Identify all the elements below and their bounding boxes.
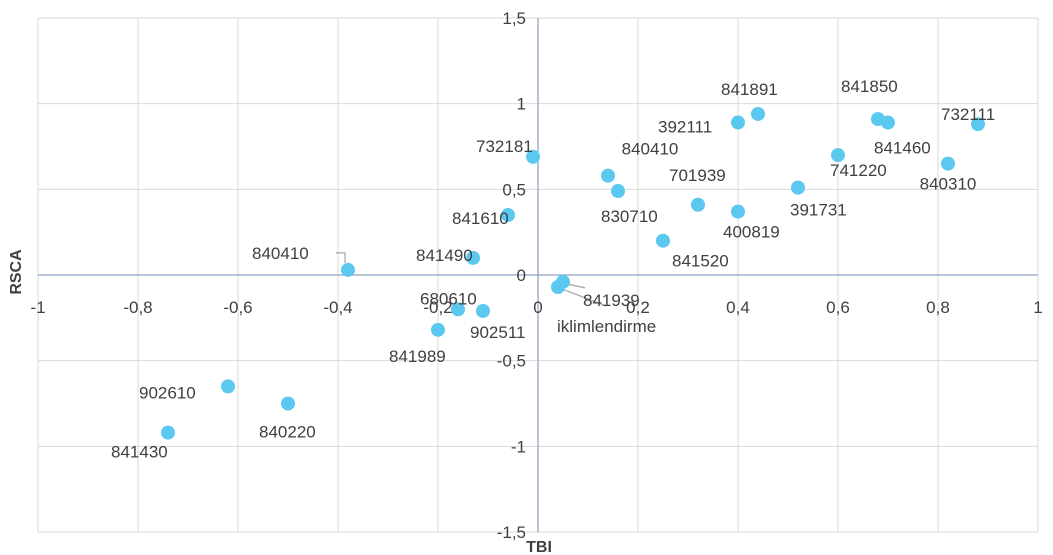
data-point-label: 840410 — [622, 140, 679, 159]
data-point-label: 841490 — [416, 246, 473, 265]
data-point — [731, 115, 745, 130]
x-tick-label: -0,4 — [323, 298, 352, 317]
data-point-label: 680610 — [420, 289, 477, 308]
data-point — [731, 204, 745, 219]
data-point — [221, 379, 235, 394]
data-point-label: 841520 — [672, 252, 729, 271]
data-point — [281, 396, 295, 411]
tick-labels: -1 -0,8 -0,6 -0,4 -0,2 0 0,2 0,4 0,6 0,8 1 -1,5 -1 -0… — [30, 9, 1042, 542]
y-tick-label: -1,5 — [497, 523, 526, 542]
data-point — [551, 279, 565, 294]
y-axis-title: RSCA — [8, 249, 25, 295]
x-tick-label: 0,2 — [626, 298, 650, 317]
data-point — [791, 180, 805, 195]
data-point — [881, 115, 895, 130]
data-point — [691, 197, 705, 212]
data-point-label: 841989 — [389, 347, 446, 366]
data-point — [451, 302, 465, 317]
y-tick-label: -0,5 — [497, 352, 526, 371]
x-tick-label: -0,6 — [223, 298, 252, 317]
y-tick-label: 1 — [517, 95, 526, 114]
data-point — [751, 106, 765, 121]
data-point-label: 841939 — [583, 291, 640, 310]
data-point-label: 391731 — [790, 201, 847, 220]
data-point — [601, 168, 615, 183]
data-point-label: 840310 — [920, 175, 977, 194]
x-tick-label: 0 — [533, 298, 542, 317]
x-tick-label: 0,8 — [926, 298, 950, 317]
x-tick-label: -0,8 — [123, 298, 152, 317]
data-point — [476, 303, 490, 318]
x-tick-label: 0,6 — [826, 298, 850, 317]
data-point-label: 830710 — [601, 207, 658, 226]
data-point-label: 841430 — [111, 443, 168, 462]
data-point-label: 840220 — [259, 423, 316, 442]
point-labels: 732181 840410 841891 392111 841850 841460 7321… — [111, 77, 995, 462]
data-point-label: 732111 — [941, 105, 995, 124]
leader-lines — [336, 252, 607, 307]
data-point — [941, 156, 955, 171]
x-tick-label: -0,2 — [423, 298, 452, 317]
x-tick-label: 0,4 — [726, 298, 750, 317]
data-point-label: 841460 — [874, 139, 931, 158]
data-point — [466, 250, 480, 265]
data-point-label: 701939 — [669, 166, 726, 185]
data-point-label: 902610 — [139, 383, 196, 402]
data-point — [971, 117, 985, 132]
data-point-label: 732181 — [476, 137, 533, 156]
y-tick-label: 0 — [517, 266, 526, 285]
x-tick-label: -1 — [30, 298, 45, 317]
data-point — [831, 148, 845, 163]
x-tick-label: 1 — [1033, 298, 1042, 317]
y-tick-label: -1 — [511, 437, 526, 456]
data-point-label: 841610 — [452, 209, 509, 228]
data-points — [161, 106, 985, 440]
leader-line — [336, 252, 346, 263]
data-point — [431, 322, 445, 337]
data-point — [656, 233, 670, 248]
leader-line — [566, 283, 586, 289]
data-point-label: 741220 — [830, 161, 887, 180]
data-point-label: iklimlendirme — [557, 317, 656, 336]
data-point-label: 392111 — [658, 118, 712, 137]
x-axis-title: TBI — [526, 539, 552, 555]
data-point — [611, 184, 625, 199]
data-point-label: 841850 — [841, 77, 898, 96]
data-point — [341, 262, 355, 277]
data-point — [501, 208, 515, 223]
data-point — [526, 149, 540, 164]
data-point — [161, 425, 175, 440]
data-point-label: 400819 — [723, 223, 780, 242]
axes — [38, 18, 1038, 532]
data-point-label: 841891 — [721, 80, 778, 99]
leader-line — [561, 288, 607, 307]
y-tick-label: 0,5 — [502, 180, 526, 199]
data-point-label: 840410 — [252, 244, 309, 263]
data-point-label: 902511 — [470, 323, 525, 342]
y-tick-label: 1,5 — [502, 9, 526, 28]
